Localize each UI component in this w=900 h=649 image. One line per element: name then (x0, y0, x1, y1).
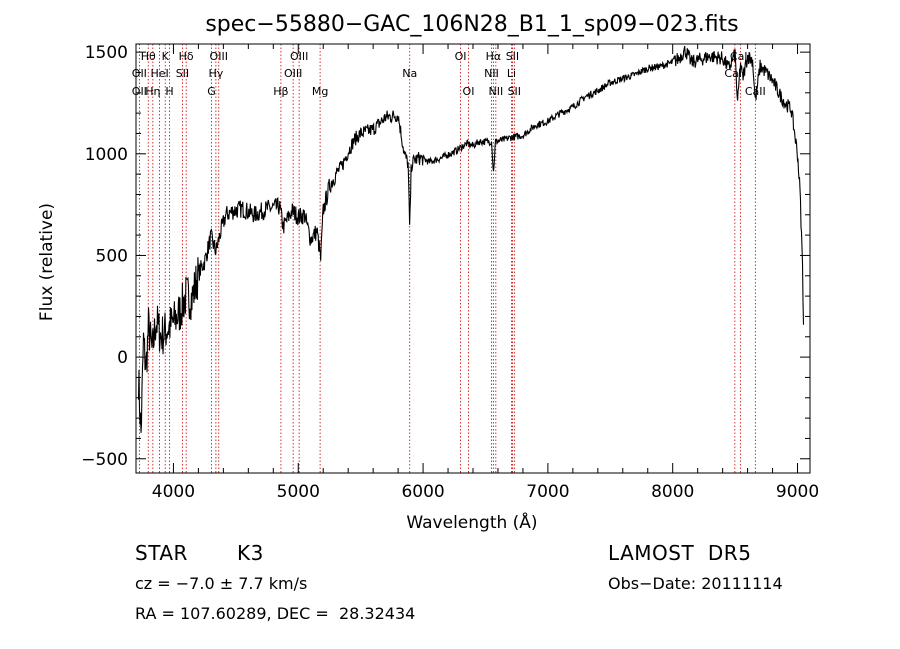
marker-label-22: SII (506, 50, 519, 63)
object-class: STAR (135, 541, 188, 565)
y-axis-ticks: −500 0 500 1000 1500 (81, 43, 810, 470)
object-subclass: K3 (237, 541, 264, 565)
marker-label-4: HeI (150, 67, 168, 80)
x-tick-label: 6000 (401, 482, 444, 502)
x-tick-label: 4000 (152, 482, 195, 502)
marker-label-9: OIII (210, 50, 228, 63)
marker-label-12: Hβ (273, 85, 288, 98)
y-axis-label: Flux (relative) (37, 203, 57, 321)
spectral-line-markers (138, 44, 756, 473)
marker-label-14: OIII (284, 67, 302, 80)
x-axis-label: Wavelength (Å) (406, 511, 537, 533)
marker-label-20: NII (484, 67, 499, 80)
marker-label-11: G (207, 85, 216, 98)
coordinates-text: RA = 107.60289, DEC = 28.32434 (135, 604, 416, 623)
y-tick-label: 1500 (85, 43, 128, 63)
x-tick-label: 8000 (651, 482, 694, 502)
survey-name: LAMOST DR5 (608, 541, 752, 565)
x-tick-label: 7000 (526, 482, 569, 502)
y-tick-label: 0 (117, 348, 128, 368)
y-tick-label: 1000 (85, 145, 128, 165)
marker-label-3: Hη (145, 85, 160, 98)
spectrum-line (137, 45, 805, 433)
y-tick-label: −500 (81, 450, 128, 470)
marker-label-8: SII (176, 67, 189, 80)
marker-label-6: H (165, 85, 173, 98)
plot-frame (135, 43, 811, 474)
x-tick-label: 5000 (277, 482, 320, 502)
velocity-text: cz = −7.0 ± 7.7 km/s (135, 574, 308, 593)
marker-label-0: Hθ (141, 50, 156, 63)
marker-label-19: Hα (486, 50, 502, 63)
x-tick-label: 9000 (776, 482, 819, 502)
marker-label-21: NII (488, 85, 503, 98)
marker-label-24: SII (508, 85, 521, 98)
marker-label-1: OII (132, 67, 147, 80)
marker-label-23: Li (507, 67, 516, 80)
x-axis-ticks: 4000 5000 6000 7000 8000 9000 (152, 44, 819, 502)
marker-label-15: Mg (312, 85, 328, 98)
marker-label-10: Hγ (208, 67, 223, 80)
marker-label-27: CaII (745, 85, 766, 98)
marker-label-16: Na (402, 67, 417, 80)
obs-date-text: Obs−Date: 20111114 (608, 574, 783, 593)
marker-label-18: OI (463, 85, 475, 98)
y-tick-label: 500 (96, 246, 128, 266)
marker-label-17: OI (455, 50, 467, 63)
marker-label-5: K (162, 50, 170, 63)
marker-label-7: Hδ (179, 50, 194, 63)
marker-label-13: OIII (290, 50, 308, 63)
chart-title: spec−55880−GAC_106N28_B1_1_sp09−023.fits (205, 12, 738, 37)
